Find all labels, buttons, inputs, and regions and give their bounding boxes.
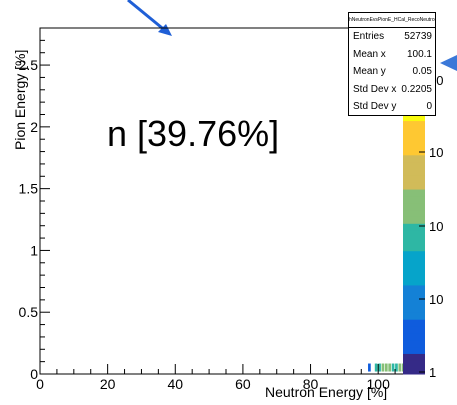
- x-tick-label: 60: [235, 376, 251, 392]
- heatmap-cell: [395, 363, 398, 372]
- palette-band: [403, 195, 425, 204]
- stats-value: 52739: [404, 31, 432, 42]
- stats-row: Mean x 100.1: [349, 46, 435, 64]
- y-axis: 0 0.5 1 1.5 2 2.5: [19, 39, 50, 382]
- heatmap-cells: [368, 363, 408, 372]
- palette-band: [403, 346, 425, 354]
- palette-band: [403, 161, 425, 169]
- heatmap-cell: [398, 363, 402, 372]
- stats-row: Entries 52739: [349, 28, 435, 46]
- heatmap-cell: [374, 363, 378, 372]
- palette-band: [403, 353, 425, 361]
- palette-band: [403, 264, 425, 272]
- x-axis-label: Neutron Energy [%]: [265, 384, 388, 400]
- palette-band: [403, 305, 425, 313]
- palette-band: [403, 189, 425, 197]
- palette-band: [403, 154, 425, 163]
- y-axis-label: Pion Energy [%]: [12, 49, 28, 150]
- x-tick-label: 80: [303, 376, 319, 392]
- palette-band: [403, 202, 425, 211]
- stats-value: 100.1: [406, 48, 432, 60]
- chart-annotation: n [39.76%]: [107, 113, 280, 154]
- palette-band: [403, 250, 425, 259]
- y-tick-label: 1.5: [19, 181, 39, 197]
- x-tick-label: 100: [367, 376, 391, 392]
- arrow-top-head: [158, 24, 172, 36]
- z-tick-label: 10: [429, 145, 443, 160]
- palette-band: [403, 134, 425, 142]
- x-tick-label: 0: [36, 376, 44, 392]
- palette-band: [403, 120, 425, 128]
- palette-band: [403, 216, 425, 224]
- arrow-top: [127, 0, 168, 34]
- y-tick-label: 1: [30, 242, 38, 258]
- stats-label: Mean x: [353, 48, 386, 60]
- heatmap-cell: [388, 363, 392, 372]
- stats-value: 0: [426, 101, 432, 113]
- z-tick-label: 1: [429, 365, 436, 380]
- arrow-right-head: [440, 55, 457, 71]
- palette-band: [403, 209, 425, 217]
- heatmap-cell: [391, 363, 395, 372]
- palette-band: [403, 312, 425, 320]
- y-tick-label: 2: [30, 119, 38, 135]
- heatmap-cell: [381, 363, 385, 372]
- x-tick-label: 40: [167, 376, 183, 392]
- heatmap-cell: [378, 363, 381, 372]
- palette-band: [403, 284, 425, 293]
- z-tick-label: 10: [429, 292, 443, 307]
- palette-band: [403, 298, 425, 306]
- stats-label: Std Dev x: [353, 83, 397, 95]
- stats-value: 0.05: [412, 66, 432, 78]
- palette-band: [403, 230, 425, 238]
- stats-row: Mean y 0.05: [349, 63, 435, 81]
- stats-row: Std Dev x 0.2205: [349, 81, 435, 99]
- palette-band: [403, 113, 425, 122]
- heatmap-cell: [368, 363, 371, 372]
- stats-title: hNeutronEvsPionE_HCal_RecoNeutron: [349, 13, 435, 28]
- palette-band: [403, 332, 425, 341]
- palette-band: [403, 271, 425, 279]
- x-tick-label: 20: [100, 376, 116, 392]
- stats-box: hNeutronEvsPionE_HCal_RecoNeutron Entrie…: [348, 12, 436, 116]
- palette-band: [403, 182, 425, 190]
- stats-label: Entries: [353, 31, 385, 42]
- z-tick-label: 10: [429, 219, 443, 234]
- stats-label: Std Dev y: [353, 101, 397, 113]
- palette-band: [403, 175, 425, 183]
- y-tick-label: 0: [30, 366, 38, 382]
- palette-band: [403, 127, 425, 135]
- stats-value: 0.2205: [401, 83, 432, 95]
- palette-band: [403, 257, 425, 265]
- heatmap-cell: [384, 363, 388, 372]
- palette-band: [403, 278, 425, 286]
- stats-label: Mean y: [353, 66, 386, 78]
- palette-band: [403, 367, 425, 375]
- palette-band: [403, 237, 425, 245]
- palette-band: [403, 147, 425, 156]
- y-tick-label: 2.5: [19, 57, 39, 73]
- palette-band: [403, 319, 425, 327]
- palette-band: [403, 339, 425, 348]
- palette-band: [403, 243, 425, 252]
- palette-band: [403, 326, 425, 334]
- x-axis: 0 20 40 60 80 100: [36, 364, 396, 392]
- palette-band: [403, 360, 425, 368]
- y-tick-label: 0.5: [19, 304, 39, 320]
- palette-band: [403, 141, 425, 149]
- stats-row: Std Dev y 0: [349, 98, 435, 116]
- palette-band: [403, 168, 425, 176]
- palette-band: [403, 291, 425, 300]
- palette-band: [403, 223, 425, 231]
